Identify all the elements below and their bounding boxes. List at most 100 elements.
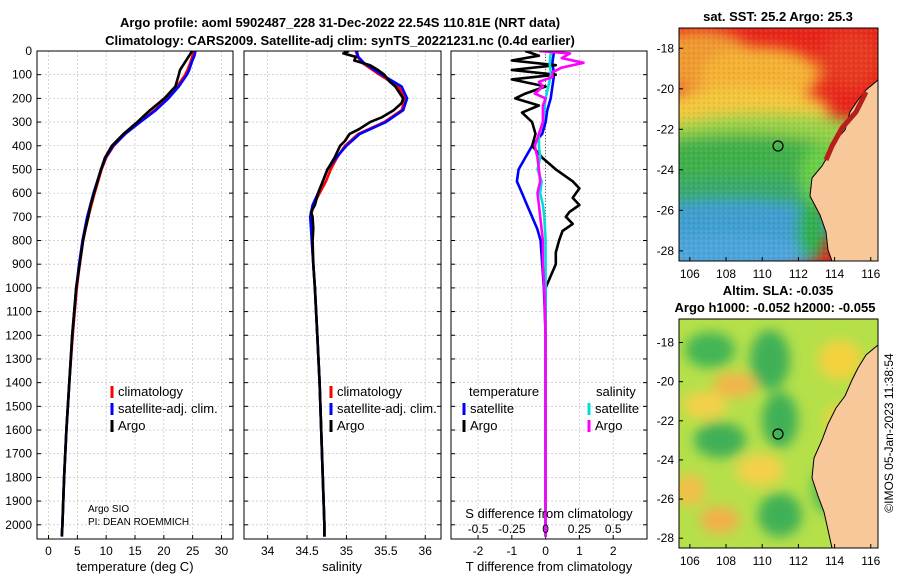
lon-tick-label: 106 bbox=[680, 554, 700, 568]
x-tick-label: -1 bbox=[506, 544, 517, 558]
temperature-legend: climatology satellite-adj. clim. Argo bbox=[110, 384, 218, 433]
legend-satellite-clim-label: satellite-adj. clim. bbox=[118, 401, 218, 416]
lat-tick-label: -26 bbox=[657, 203, 675, 217]
x-tick-label: 5 bbox=[74, 544, 81, 558]
credit-pi: PI: DEAN ROEMMICH bbox=[88, 517, 189, 528]
sla-map: 106 108 110 112 114 116 -18 -20 -22 -24 -26 -28 bbox=[657, 318, 881, 568]
temperature-xlabel: temperature (deg C) bbox=[76, 559, 193, 574]
salinity-xlabel: salinity bbox=[322, 559, 362, 574]
legend-t-satellite-label: satellite bbox=[470, 401, 514, 416]
series-t-satellite bbox=[515, 51, 556, 537]
lat-tick-label: -28 bbox=[657, 244, 675, 258]
t-difference-xlabel: T difference from climatology bbox=[466, 559, 633, 574]
depth-tick-label: 1400 bbox=[5, 376, 32, 390]
depth-tick-label: 1500 bbox=[5, 399, 32, 413]
s-tick-label: 0.5 bbox=[605, 522, 622, 536]
lon-tick-label: 112 bbox=[789, 554, 808, 568]
legend-t-argo-label: Argo bbox=[470, 418, 497, 433]
x-tick-label: 15 bbox=[128, 544, 142, 558]
legend-salinity-title: salinity bbox=[596, 384, 636, 399]
legend-argo-label: Argo bbox=[337, 418, 364, 433]
temperature-frame bbox=[36, 50, 234, 540]
difference-legend: temperature salinity satellite Argo sate… bbox=[462, 384, 639, 433]
x-tick-label: 20 bbox=[157, 544, 171, 558]
s-tick-label: -0.25 bbox=[498, 522, 526, 536]
lon-tick-label: 110 bbox=[753, 267, 772, 281]
depth-tick-label: 500 bbox=[12, 162, 32, 176]
lon-tick-label: 114 bbox=[825, 267, 844, 281]
lon-tick-label: 106 bbox=[680, 267, 700, 281]
legend-s-satellite-label: satellite bbox=[595, 401, 639, 416]
figure-title-line2: Climatology: CARS2009. Satellite-adj cli… bbox=[105, 33, 575, 48]
series-argo bbox=[60, 51, 194, 537]
legend-temperature-title: temperature bbox=[469, 384, 539, 399]
legend-climatology-label: climatology bbox=[118, 384, 184, 399]
depth-tick-label: 1300 bbox=[5, 352, 32, 366]
sst-map-title: sat. SST: 25.2 Argo: 25.3 bbox=[703, 9, 853, 24]
difference-frame bbox=[450, 50, 648, 540]
legend-argo-label: Argo bbox=[118, 418, 145, 433]
lon-tick-label: 114 bbox=[825, 554, 844, 568]
sla-land bbox=[811, 344, 878, 548]
difference-series bbox=[510, 51, 585, 537]
lon-tick-label: 116 bbox=[861, 554, 880, 568]
imos-timestamp: ©IMOS 05-Jan-2023 11:38:54 bbox=[882, 353, 896, 513]
difference-grid bbox=[451, 50, 647, 539]
salinity-series bbox=[308, 51, 409, 537]
depth-tick-label: 1600 bbox=[5, 423, 32, 437]
sla-map-ticks: 106 108 110 112 114 116 -18 -20 -22 -24 -26 -28 bbox=[657, 335, 881, 568]
depth-tick-label: 700 bbox=[12, 210, 32, 224]
s-tick-label: -0.5 bbox=[468, 522, 489, 536]
lon-tick-label: 108 bbox=[716, 554, 736, 568]
sst-float-position bbox=[772, 140, 784, 152]
lon-tick-label: 110 bbox=[753, 554, 772, 568]
legend-satellite-clim-label: satellite-adj. clim. bbox=[337, 401, 437, 416]
depth-tick-label: 800 bbox=[12, 234, 32, 248]
temperature-panel: 0 5 10 15 20 25 30 temperature (deg C) climato… bbox=[36, 50, 234, 574]
x-tick-label: 1 bbox=[576, 544, 583, 558]
depth-tick-label: 1100 bbox=[6, 305, 32, 319]
sst-map: 106 108 110 112 114 116 -18 -20 -22 -24 -26 -28 bbox=[657, 27, 881, 281]
x-tick-label: 25 bbox=[186, 544, 200, 558]
s-tick-label: 0 bbox=[542, 522, 549, 536]
lat-tick-label: -26 bbox=[657, 492, 675, 506]
x-tick-label: 0 bbox=[45, 544, 52, 558]
depth-tick-label: 1800 bbox=[5, 470, 32, 484]
depth-tick-label: 1000 bbox=[5, 281, 32, 295]
s-tick-label: 0.25 bbox=[568, 522, 592, 536]
temperature-series bbox=[60, 51, 197, 537]
sst-land bbox=[809, 79, 878, 261]
salinity-frame bbox=[243, 50, 442, 540]
depth-axis: 0 100 200 300 400 500 600 700 800 900 1000 1100 1200… bbox=[5, 44, 32, 532]
series-climatology bbox=[309, 51, 407, 537]
sst-coastal-warm bbox=[823, 90, 869, 161]
sla-map-frame bbox=[678, 318, 879, 549]
credit-org: Argo SIO bbox=[88, 504, 129, 515]
depth-tick-label: 0 bbox=[25, 44, 32, 58]
lat-tick-label: -24 bbox=[657, 163, 675, 177]
depth-tick-label: 900 bbox=[12, 257, 32, 271]
lat-tick-label: -20 bbox=[657, 375, 675, 389]
depth-tick-label: 600 bbox=[12, 186, 32, 200]
series-argo bbox=[309, 51, 405, 537]
sla-map-title: Altim. SLA: -0.035 bbox=[723, 283, 834, 298]
x-tick-label: 36 bbox=[419, 544, 433, 558]
depth-tick-label: 200 bbox=[12, 91, 32, 105]
lat-tick-label: -22 bbox=[657, 122, 675, 136]
depth-tick-label: 100 bbox=[12, 68, 32, 82]
difference-x-ticks: -2 -1 0 1 2 bbox=[473, 544, 617, 558]
x-tick-label: 34.5 bbox=[295, 544, 319, 558]
x-tick-label: 10 bbox=[99, 544, 113, 558]
x-tick-label: 0 bbox=[542, 544, 549, 558]
sla-map-subtitle: Argo h1000: -0.052 h2000: -0.055 bbox=[675, 300, 876, 315]
sst-map-ticks: 106 108 110 112 114 116 -18 -20 -22 -24 -26 -28 bbox=[657, 41, 881, 281]
depth-tick-label: 2000 bbox=[5, 518, 32, 532]
lat-tick-label: -18 bbox=[657, 41, 675, 55]
lon-tick-label: 112 bbox=[789, 267, 808, 281]
sst-map-frame bbox=[678, 27, 879, 262]
x-tick-label: 35.5 bbox=[374, 544, 398, 558]
lat-tick-label: -28 bbox=[657, 531, 675, 545]
depth-tick-label: 400 bbox=[12, 139, 32, 153]
lon-tick-label: 116 bbox=[861, 267, 880, 281]
